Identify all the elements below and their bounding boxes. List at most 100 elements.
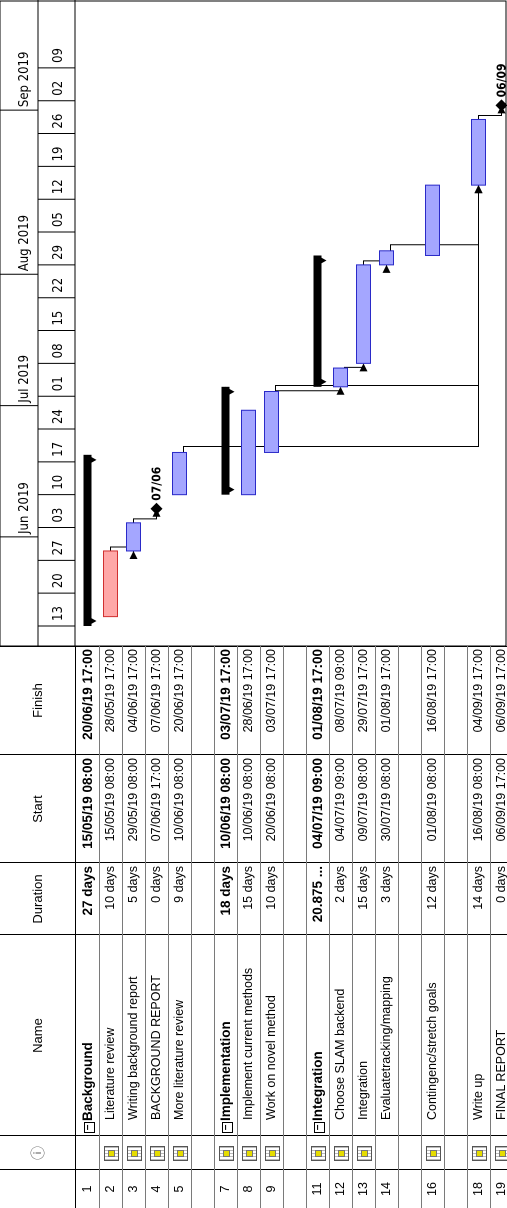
start-cell[interactable] — [283, 755, 306, 863]
duration-cell[interactable]: 2 days — [333, 866, 347, 903]
task-name[interactable]: Work on novel method — [260, 937, 283, 1120]
task-name[interactable] — [191, 937, 214, 1120]
table-row[interactable]: 8 Implement current methods 15 days 10/06/1… — [237, 646, 261, 1208]
duration-cell[interactable]: 20.875 ... — [310, 866, 325, 923]
finish-cell[interactable]: 07/06/19 17:00 — [149, 649, 163, 733]
task-bar[interactable] — [126, 522, 141, 552]
start-cell[interactable]: 20/06/19 08:00 — [264, 758, 278, 842]
task-bar[interactable] — [241, 409, 256, 496]
start-cell[interactable]: 04/07/19 09:00 — [333, 758, 347, 842]
milestone-marker[interactable] — [150, 502, 163, 515]
finish-cell[interactable]: 06/09/19 17:00 — [494, 649, 507, 733]
task-name[interactable]: FINAL REPORT — [490, 937, 507, 1120]
start-cell[interactable]: 09/07/19 08:00 — [356, 758, 370, 842]
task-name[interactable]: Writing background report — [122, 937, 145, 1120]
task-bar[interactable] — [264, 391, 279, 453]
collapse-icon[interactable]: − — [313, 1122, 325, 1133]
task-name[interactable]: Implement current methods — [237, 937, 260, 1120]
task-bar[interactable] — [471, 118, 486, 186]
finish-cell[interactable]: 20/06/19 17:00 — [172, 649, 186, 733]
table-row[interactable]: 14 Evaluatetracking/mapping 3 days 30/07/19… — [375, 646, 399, 1208]
duration-cell[interactable]: 3 days — [379, 866, 393, 903]
finish-cell[interactable] — [191, 646, 214, 755]
table-row[interactable]: 5 More literature review 9 days 10/06/19 08… — [168, 646, 192, 1208]
table-row[interactable] — [444, 646, 468, 1208]
duration-cell[interactable] — [283, 863, 306, 935]
task-bar[interactable] — [172, 451, 187, 496]
duration-cell[interactable]: 15 days — [241, 866, 255, 910]
start-cell[interactable]: 15/05/19 08:00 — [103, 758, 117, 842]
task-bar[interactable] — [379, 250, 394, 266]
duration-cell[interactable]: 0 days — [149, 866, 163, 903]
finish-cell[interactable] — [283, 646, 306, 755]
task-name[interactable] — [398, 937, 421, 1120]
duration-cell[interactable] — [191, 863, 214, 935]
start-cell[interactable]: 15/05/19 08:00 — [80, 758, 95, 849]
table-row[interactable]: 3 Writing background report 5 days 29/05/19… — [122, 646, 146, 1208]
task-name[interactable]: Contingenc/stretch goals — [421, 937, 444, 1120]
finish-cell[interactable]: 16/08/19 17:00 — [425, 649, 439, 733]
task-name[interactable] — [283, 937, 306, 1120]
summary-bar[interactable] — [83, 454, 92, 626]
task-name[interactable]: Literature review — [99, 937, 122, 1120]
start-cell[interactable] — [191, 755, 214, 863]
finish-cell[interactable]: 03/07/19 17:00 — [264, 649, 278, 733]
finish-cell[interactable]: 03/07/19 17:00 — [218, 649, 233, 740]
summary-bar[interactable] — [313, 255, 322, 387]
table-row[interactable]: 4 BACKGROUND REPORT 0 days 07/06/19 17:00 07… — [145, 646, 169, 1208]
duration-cell[interactable]: 27 days — [80, 866, 95, 916]
duration-cell[interactable] — [444, 863, 467, 935]
task-name[interactable] — [444, 937, 467, 1120]
table-row[interactable]: 2 Literature review 10 days 15/05/19 08:00 2… — [99, 646, 123, 1208]
table-row[interactable] — [191, 646, 215, 1208]
duration-cell[interactable]: 18 days — [218, 866, 233, 916]
duration-cell[interactable]: 12 days — [425, 866, 439, 910]
finish-cell[interactable]: 29/07/19 17:00 — [356, 649, 370, 733]
summary-task-name[interactable]: −Background — [76, 937, 99, 1133]
critical-task-bar[interactable] — [103, 550, 118, 618]
task-bar[interactable] — [425, 184, 440, 256]
start-cell[interactable]: 06/09/19 17:00 — [494, 758, 507, 842]
start-cell[interactable] — [398, 755, 421, 863]
table-row[interactable]: 11 −Integration 20.875 ... 04/07/19 09:00 01… — [306, 646, 330, 1208]
table-row[interactable]: 16 Contingenc/stretch goals 12 days 01/08/1… — [421, 646, 445, 1208]
task-bar[interactable] — [356, 264, 371, 364]
task-name[interactable]: Write up — [467, 937, 490, 1120]
task-bar[interactable] — [333, 367, 348, 388]
duration-cell[interactable]: 15 days — [356, 866, 370, 910]
summary-task-name[interactable]: −Implementation — [214, 937, 237, 1133]
finish-cell[interactable]: 20/06/19 17:00 — [80, 649, 95, 740]
duration-cell[interactable]: 5 days — [126, 866, 140, 903]
start-cell[interactable]: 16/08/19 08:00 — [471, 758, 485, 842]
collapse-icon[interactable]: − — [83, 1122, 95, 1133]
table-row[interactable]: 12 Choose SLAM backend 2 days 04/07/19 09:0… — [329, 646, 353, 1208]
task-name[interactable]: BACKGROUND REPORT — [145, 937, 168, 1120]
duration-cell[interactable]: 0 days — [494, 866, 507, 903]
summary-task-name[interactable]: −Integration — [306, 937, 329, 1133]
finish-cell[interactable]: 08/07/19 09:00 — [333, 649, 347, 733]
summary-bar[interactable] — [221, 386, 230, 495]
duration-cell[interactable]: 10 days — [264, 866, 278, 910]
start-cell[interactable]: 01/08/19 08:00 — [425, 758, 439, 842]
task-name[interactable]: Integration — [352, 937, 375, 1120]
table-row[interactable]: 19 FINAL REPORT 0 days 06/09/19 17:00 06/09/… — [490, 646, 507, 1208]
task-name[interactable]: Choose SLAM backend — [329, 937, 352, 1120]
finish-cell[interactable]: 28/06/19 17:00 — [241, 649, 255, 733]
collapse-icon[interactable]: − — [221, 1122, 233, 1133]
table-row[interactable] — [283, 646, 307, 1208]
duration-cell[interactable]: 9 days — [172, 866, 186, 903]
table-row[interactable]: 7 −Implementation 18 days 10/06/19 08:00 03/… — [214, 646, 238, 1208]
table-row[interactable]: 18 Write up 14 days 16/08/19 08:00 04/09/19 … — [467, 646, 491, 1208]
task-name[interactable]: Evaluatetracking/mapping — [375, 937, 398, 1120]
start-cell[interactable]: 10/06/19 08:00 — [172, 758, 186, 842]
start-cell[interactable]: 04/07/19 09:00 — [310, 758, 325, 849]
start-cell[interactable]: 07/06/19 17:00 — [149, 758, 163, 842]
finish-cell[interactable]: 01/08/19 17:00 — [310, 649, 325, 740]
table-row[interactable]: 13 Integration 15 days 09/07/19 08:00 29/07/… — [352, 646, 376, 1208]
start-cell[interactable]: 10/06/19 08:00 — [218, 758, 233, 849]
finish-cell[interactable]: 01/08/19 17:00 — [379, 649, 393, 733]
start-cell[interactable]: 10/06/19 08:00 — [241, 758, 255, 842]
start-cell[interactable]: 30/07/19 08:00 — [379, 758, 393, 842]
finish-cell[interactable]: 28/05/19 17:00 — [103, 649, 117, 733]
table-row[interactable] — [398, 646, 422, 1208]
